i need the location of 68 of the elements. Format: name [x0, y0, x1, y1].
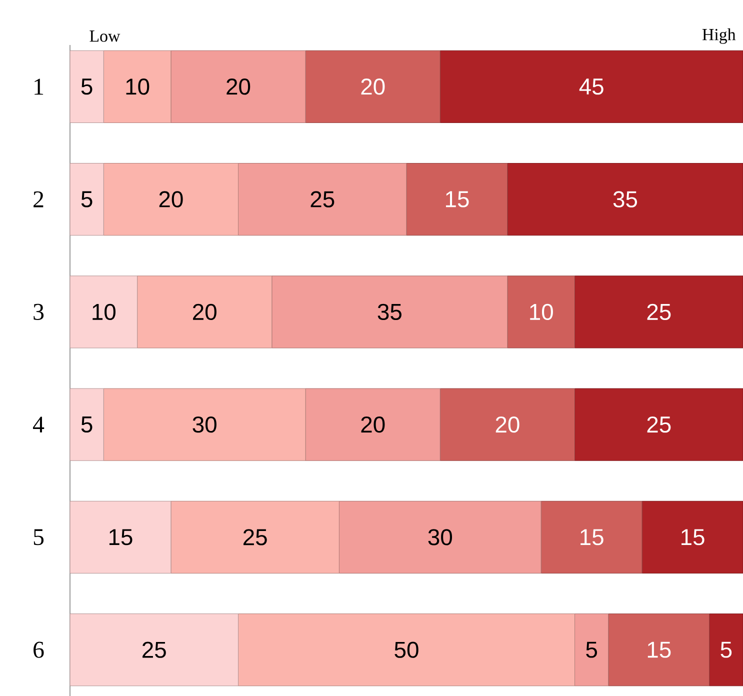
bar — [70, 163, 104, 236]
data-label: 15 — [580, 529, 604, 546]
bar — [574, 388, 743, 461]
data-label: 20 — [496, 416, 520, 433]
bar — [272, 276, 508, 348]
bar — [305, 50, 440, 123]
bar — [338, 500, 542, 574]
bar — [440, 388, 576, 461]
data-label: 35 — [378, 304, 402, 320]
bar — [574, 614, 609, 686]
y-tick-label: 3 — [34, 304, 44, 320]
data-label: 5 — [81, 191, 92, 208]
bar — [574, 276, 743, 348]
data-label: 15 — [446, 191, 469, 208]
data-label: 25 — [310, 191, 334, 208]
data-label: 35 — [613, 191, 638, 208]
bar — [440, 50, 743, 123]
data-label: 30 — [192, 416, 216, 433]
bar — [709, 614, 743, 686]
data-label: 15 — [109, 529, 132, 546]
data-label: 45 — [579, 78, 604, 95]
bar — [642, 500, 743, 574]
y-tick-label: 5 — [34, 529, 44, 546]
bar — [170, 50, 306, 123]
y-tick-label: 4 — [32, 416, 44, 432]
bar — [238, 614, 576, 686]
data-label: 15 — [682, 529, 704, 546]
bar — [507, 276, 576, 348]
data-label: 10 — [530, 304, 553, 320]
data-label: 25 — [647, 304, 671, 320]
y-tick-label: 6 — [34, 642, 44, 658]
data-label: 15 — [648, 642, 671, 658]
text: Low — [90, 30, 120, 42]
data-label: 10 — [92, 304, 116, 320]
data-label: 5 — [720, 642, 732, 658]
bar — [70, 614, 239, 686]
data-label: 5 — [81, 78, 92, 95]
data-label: 20 — [361, 416, 385, 433]
data-label: 25 — [243, 529, 267, 546]
y-tick-label: 2 — [34, 191, 44, 208]
data-label: 20 — [159, 191, 183, 208]
data-label: 5 — [586, 642, 597, 658]
y-tick-label: 1 — [34, 78, 44, 95]
data-label: 20 — [193, 304, 216, 320]
bar — [103, 50, 172, 123]
data-label: 30 — [428, 529, 452, 546]
data-label: 20 — [226, 78, 250, 95]
data-label: 25 — [647, 416, 671, 433]
bar — [70, 388, 104, 461]
bar — [70, 50, 104, 123]
bar — [170, 500, 340, 574]
bar — [238, 163, 407, 236]
data-label: 10 — [126, 78, 150, 95]
data-label: 20 — [361, 78, 385, 95]
bar — [137, 276, 272, 348]
bar — [608, 614, 710, 686]
data-label: 25 — [142, 642, 166, 658]
data-label: 5 — [81, 416, 92, 433]
text: High — [702, 28, 736, 44]
bar — [507, 163, 743, 236]
data-label: 50 — [394, 642, 418, 658]
bar — [540, 500, 642, 574]
bar — [103, 163, 239, 236]
bar — [70, 500, 172, 574]
bar — [305, 388, 440, 461]
bar — [406, 163, 508, 236]
bar — [70, 276, 138, 348]
bar — [103, 388, 306, 461]
